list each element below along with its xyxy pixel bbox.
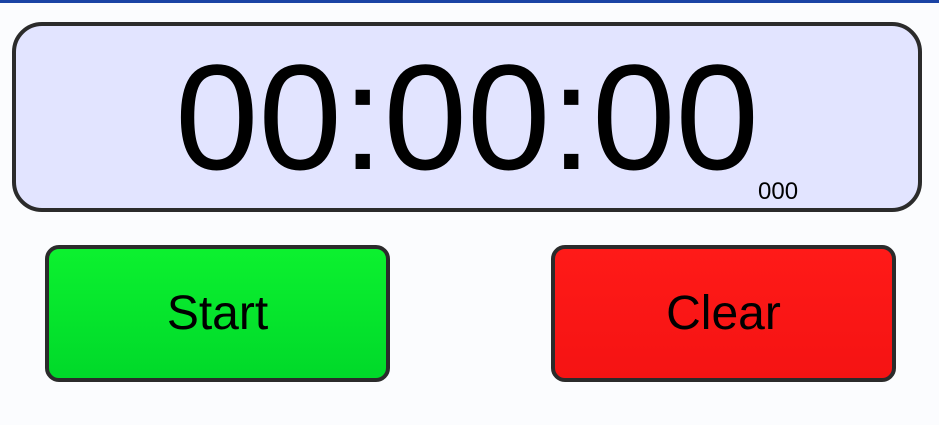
clear-button-label: Clear <box>666 287 781 340</box>
top-divider <box>0 0 939 3</box>
elapsed-time: 00:00:00 <box>175 33 759 201</box>
time-display: 00:00:00 000 <box>12 22 922 212</box>
elapsed-milliseconds: 000 <box>758 178 799 205</box>
clear-button[interactable]: Clear <box>551 245 896 382</box>
start-button-label: Start <box>166 287 269 340</box>
start-button[interactable]: Start <box>45 245 390 382</box>
